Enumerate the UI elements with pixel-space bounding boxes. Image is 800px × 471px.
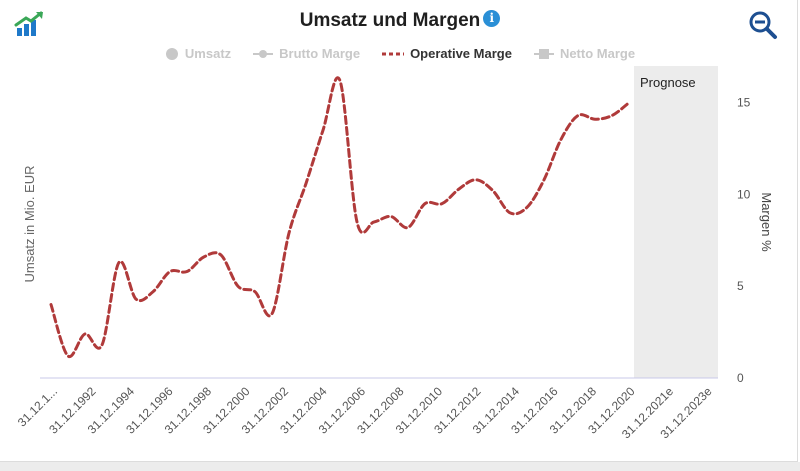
legend: Umsatz Brutto Marge Operative Marge Nett… xyxy=(0,46,800,61)
info-icon[interactable]: i xyxy=(483,10,501,27)
series-line-operative-marge xyxy=(49,76,631,359)
y-tick-label: 15 xyxy=(737,96,751,110)
circle-marker-icon xyxy=(165,47,178,60)
legend-label: Netto Marge xyxy=(559,46,636,61)
forecast-label: Prognose xyxy=(640,75,696,90)
legend-label: Umsatz xyxy=(184,46,232,61)
y-axis-title-left: Umsatz in Mio. EUR xyxy=(22,165,37,282)
forecast-band xyxy=(634,66,718,378)
panel-bottom-strip xyxy=(0,462,800,471)
legend-item-netto-marge[interactable]: Netto Marge xyxy=(533,46,636,61)
y-tick-label: 10 xyxy=(737,187,751,201)
line-circle-marker-icon xyxy=(253,49,274,58)
growth-chart-icon xyxy=(14,11,43,36)
chart-panel xyxy=(0,0,798,462)
legend-item-brutto-marge[interactable]: Brutto Marge xyxy=(253,46,360,61)
legend-label: Operative Marge xyxy=(410,46,512,61)
legend-item-umsatz[interactable]: Umsatz xyxy=(165,46,231,61)
legend-label: Brutto Marge xyxy=(279,46,361,61)
y-axis-title-right: Margen % xyxy=(759,192,774,252)
legend-item-operative-marge[interactable]: Operative Marge xyxy=(382,46,512,61)
dashed-line-marker-icon xyxy=(382,52,405,55)
y-tick-label: 0 xyxy=(737,371,744,385)
y-tick-label: 5 xyxy=(737,279,744,293)
line-square-marker-icon xyxy=(533,48,554,59)
chart-title-row: Umsatz und Margen i xyxy=(0,10,800,32)
chart-title: Umsatz und Margen xyxy=(299,10,481,31)
zoom-out-icon[interactable] xyxy=(748,10,778,40)
